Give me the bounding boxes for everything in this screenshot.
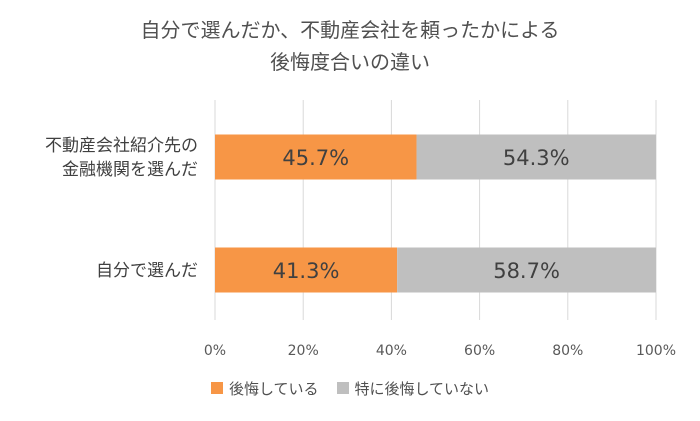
data-label: 45.7% [282,146,349,170]
legend-item-no-regret: 特に後悔していない [336,378,490,399]
bar-no-regret [416,134,656,180]
data-label: 58.7% [493,259,560,283]
chart-title-line2: 後悔度合いの違い [270,50,430,74]
category-label: 金融機関を選んだ [62,160,198,180]
bar-regret [215,134,417,180]
x-tick-label: 40% [376,343,407,359]
bar-regret [215,247,398,293]
legend-label-regret: 後悔している [228,379,319,398]
data-label: 41.3% [273,259,340,283]
legend-label-no-regret: 特に後悔していない [354,379,490,398]
legend: 後悔している 特に後悔していない [0,377,700,399]
legend-item-regret: 後悔している [210,378,319,399]
x-tick-label: 80% [552,343,583,359]
x-tick-label: 0% [204,343,226,359]
x-tick-label: 100% [636,343,676,359]
category-label: 不動産会社紹介先の [45,136,198,156]
x-tick-label: 60% [464,343,495,359]
x-tick-label: 20% [288,343,319,359]
bar-no-regret [397,247,656,293]
chart-title-line1: 自分で選んだか、不動産会社を頼ったかによる [140,18,560,42]
category-label: 自分で選んだ [96,261,198,281]
data-label: 54.3% [503,146,570,170]
legend-swatch-no-regret [336,382,349,394]
legend-swatch-regret [210,382,223,394]
